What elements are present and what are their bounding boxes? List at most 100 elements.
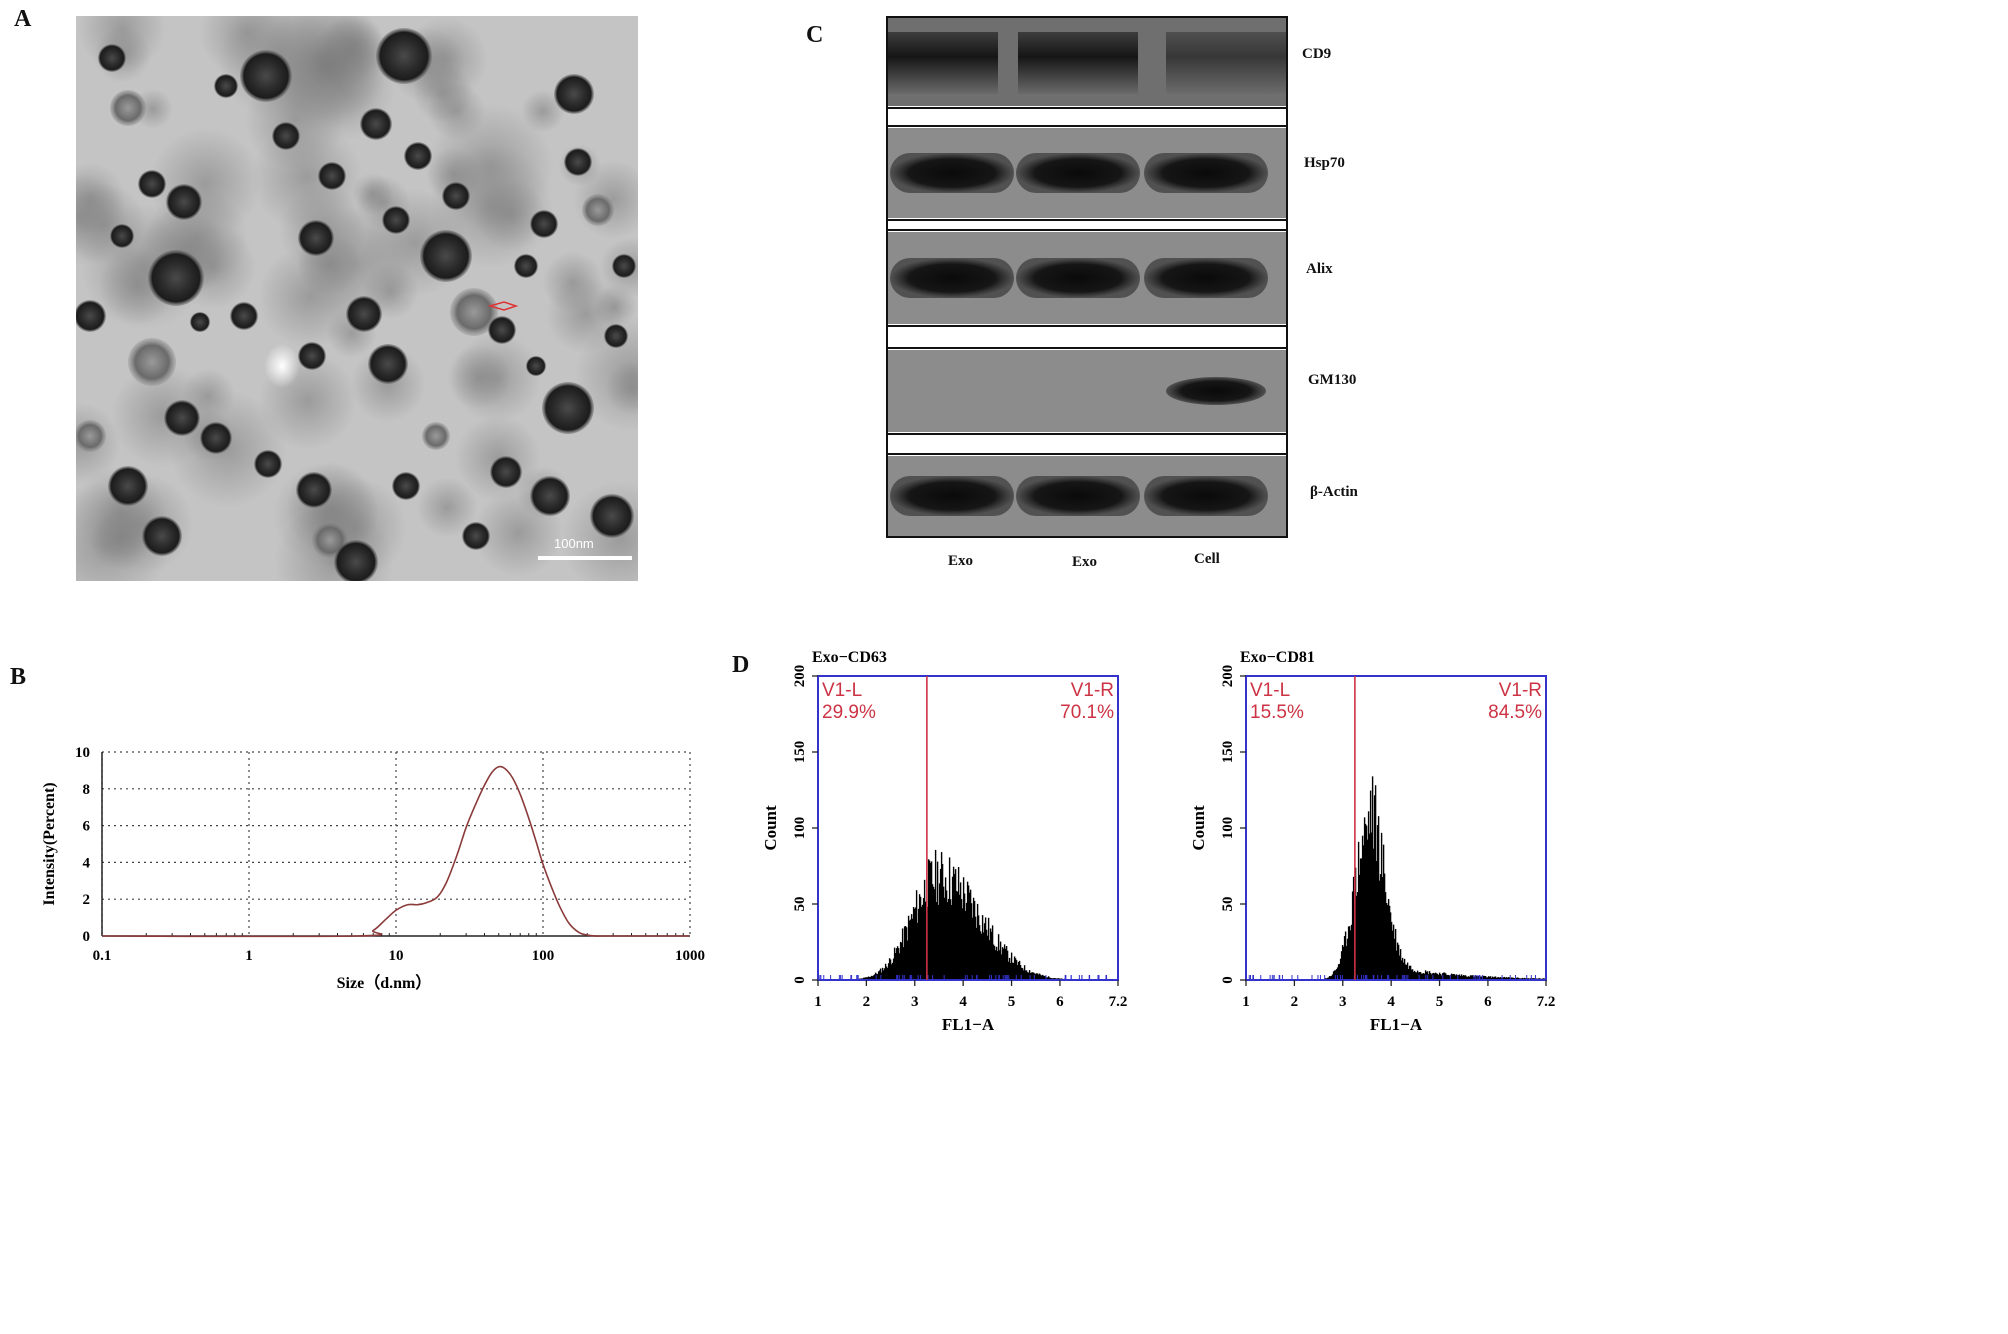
- histogram-bar: [1025, 970, 1028, 980]
- vesicle: [108, 466, 148, 506]
- vesicle: [582, 194, 614, 226]
- x-tick-label: 4: [959, 994, 967, 1010]
- vesicle: [564, 148, 592, 176]
- histogram-bar: [954, 869, 957, 980]
- histogram-bar: [943, 897, 946, 980]
- histogram-bar: [1383, 873, 1386, 980]
- histogram-bar: [1459, 976, 1462, 980]
- histogram-bar: [983, 923, 986, 980]
- histogram-bar: [978, 925, 981, 980]
- histogram-bar: [880, 972, 883, 980]
- histogram-bar: [1047, 976, 1050, 980]
- histogram-bar: [1421, 973, 1424, 980]
- histogram-bar: [1463, 975, 1466, 980]
- size-distribution-chart: 0.1 1 10 100 1000 0 2 4 6 8 10 Size（d.nm） Intensity(…: [41, 745, 705, 992]
- histogram-bar: [1483, 975, 1486, 980]
- panel-letter-b: B: [10, 664, 27, 690]
- histogram-bar: [992, 944, 995, 980]
- histogram-bar: [952, 866, 955, 980]
- histogram-bar: [1040, 975, 1043, 980]
- histogram-bar: [1375, 861, 1378, 980]
- blot-band: [1144, 476, 1268, 516]
- arrow-marker: [487, 301, 519, 311]
- histogram-bar: [957, 867, 960, 980]
- blot-band: [1016, 258, 1140, 298]
- histogram-bar: [1008, 957, 1011, 980]
- histogram-bar: [1351, 891, 1354, 980]
- histogram-bar: [1435, 973, 1438, 980]
- gate-right-value: 84.5%: [1488, 702, 1542, 723]
- histogram-bar: [1488, 976, 1491, 980]
- histogram-bar: [924, 901, 927, 980]
- histogram-bar: [901, 928, 904, 980]
- histogram-bar: [917, 908, 920, 980]
- y-tick-label: 10: [75, 745, 90, 761]
- histogram-bar: [1482, 975, 1485, 980]
- histogram-bar: [1486, 977, 1489, 980]
- blot-band: [890, 153, 1014, 193]
- histogram-bar: [945, 890, 948, 980]
- histogram-bar: [863, 977, 866, 980]
- lane-label-3: Cell: [1194, 551, 1220, 567]
- histogram-title: Exo−CD63: [812, 649, 887, 666]
- y-tick-label: 0: [83, 929, 91, 945]
- vesicle: [462, 522, 490, 550]
- vesicle: [318, 162, 346, 190]
- histogram-bar: [998, 950, 1001, 980]
- histogram-bar: [980, 933, 983, 980]
- histogram-bar: [1332, 971, 1335, 980]
- histogram-bar: [1451, 974, 1454, 980]
- histogram-bars: [1322, 776, 1547, 980]
- histogram-bar: [995, 946, 998, 980]
- histogram-bar: [1393, 938, 1396, 980]
- blot-label-beta-actin: β-Actin: [1310, 484, 1358, 500]
- histogram-bar: [895, 948, 898, 980]
- histogram-bar: [1011, 962, 1014, 980]
- histogram-bar: [989, 928, 992, 980]
- histogram-bar: [1410, 969, 1413, 980]
- histogram-bar: [1017, 961, 1020, 980]
- histogram-bar: [964, 910, 967, 980]
- y-tick-label: 100: [792, 817, 808, 840]
- histogram-bar: [1329, 976, 1332, 980]
- histogram-bar: [942, 886, 945, 980]
- histogram-bar: [908, 920, 911, 980]
- histogram-bar: [1381, 877, 1384, 980]
- histogram-bar: [1475, 975, 1478, 980]
- histogram-bar: [891, 962, 894, 980]
- histogram-bar: [1411, 969, 1414, 980]
- x-tick-label: 10: [389, 948, 404, 964]
- histogram-bar: [1412, 971, 1415, 980]
- histogram-bar: [1021, 968, 1024, 980]
- histogram-bar: [868, 976, 871, 980]
- vesicle: [110, 90, 146, 126]
- histogram-bar: [904, 926, 907, 980]
- histogram-bar: [1004, 948, 1007, 980]
- panel-letter-d: D: [732, 652, 750, 678]
- histogram-bar: [1439, 974, 1442, 980]
- blot-band: [1144, 153, 1268, 193]
- histogram-bar: [897, 947, 900, 980]
- histogram-bar: [1371, 776, 1374, 980]
- histogram-bar: [1386, 904, 1389, 980]
- histogram-bar: [967, 885, 970, 980]
- y-tick-label: 0: [792, 976, 808, 984]
- vesicle: [200, 422, 232, 454]
- histogram-bar: [940, 852, 943, 980]
- histogram-bar: [896, 946, 899, 980]
- histogram-bar: [1346, 938, 1349, 980]
- vesicle: [514, 254, 538, 278]
- histogram-bar: [1356, 892, 1359, 980]
- histogram-bar: [1416, 970, 1419, 980]
- histogram-bar: [930, 861, 933, 980]
- histogram-bar: [1045, 977, 1048, 980]
- lane-label-1: Exo: [948, 553, 974, 569]
- histogram-bar: [1385, 902, 1388, 980]
- panel-letter-a: A: [14, 6, 32, 32]
- histogram-bar: [869, 976, 872, 980]
- blot-label-alix: Alix: [1306, 261, 1333, 277]
- histogram-bar: [1029, 973, 1032, 980]
- histogram-bar: [1012, 962, 1015, 980]
- histogram-bar: [1468, 976, 1471, 980]
- vesicle: [368, 344, 408, 384]
